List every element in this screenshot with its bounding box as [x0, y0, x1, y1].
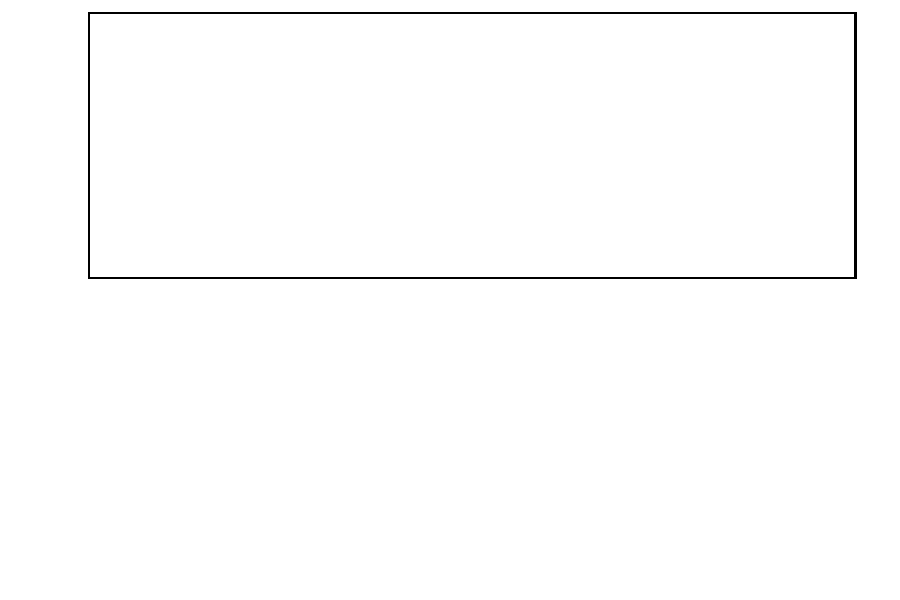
- plot-frame-top: [88, 12, 857, 14]
- plot-frame-bottom: [88, 276, 857, 280]
- plot-frame-left: [88, 12, 90, 279]
- plot-frame-right: [854, 12, 857, 279]
